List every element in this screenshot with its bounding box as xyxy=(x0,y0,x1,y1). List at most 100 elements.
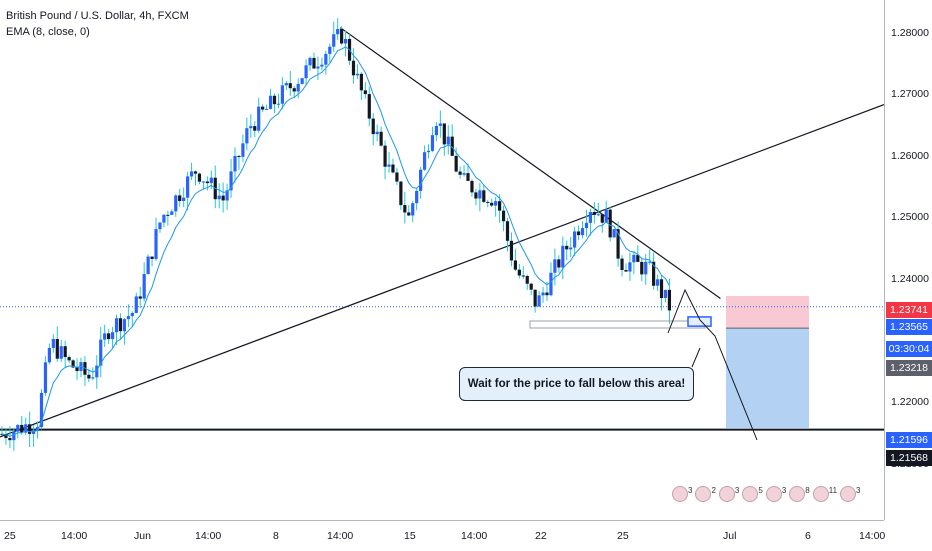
candle[interactable] xyxy=(47,343,51,365)
candle[interactable] xyxy=(395,167,399,185)
candle[interactable] xyxy=(233,147,237,183)
candle[interactable] xyxy=(174,194,178,217)
candle[interactable] xyxy=(276,93,281,109)
candle[interactable] xyxy=(186,171,190,211)
candle[interactable] xyxy=(442,123,446,156)
candle[interactable] xyxy=(16,423,20,439)
candle[interactable] xyxy=(107,328,111,344)
candle[interactable] xyxy=(8,426,12,449)
candle[interactable] xyxy=(529,282,533,296)
candle[interactable] xyxy=(458,166,462,179)
candle[interactable] xyxy=(91,367,95,381)
candle[interactable] xyxy=(537,291,541,307)
candle[interactable] xyxy=(600,214,604,233)
event-flag[interactable]: 2 xyxy=(695,486,716,502)
candle[interactable] xyxy=(249,114,253,138)
candle[interactable] xyxy=(596,202,600,217)
candle[interactable] xyxy=(565,240,569,261)
candle[interactable] xyxy=(375,124,379,142)
candle[interactable] xyxy=(411,201,415,223)
candle[interactable] xyxy=(509,232,514,267)
candle[interactable] xyxy=(221,182,225,213)
event-flag[interactable]: 3 xyxy=(718,486,739,502)
candle[interactable] xyxy=(533,289,537,313)
candle[interactable] xyxy=(126,304,130,328)
candle[interactable] xyxy=(292,85,296,99)
price-tag[interactable]: 1.21568 xyxy=(886,450,932,466)
candle[interactable] xyxy=(241,134,245,163)
candle[interactable] xyxy=(383,140,387,180)
candle[interactable] xyxy=(655,274,660,291)
candle[interactable] xyxy=(146,254,150,275)
candle[interactable] xyxy=(83,356,87,387)
candle[interactable] xyxy=(663,289,668,303)
candle[interactable] xyxy=(182,187,186,208)
candle[interactable] xyxy=(490,198,494,207)
candle[interactable] xyxy=(304,59,308,86)
candle[interactable] xyxy=(103,324,107,348)
candle[interactable] xyxy=(170,209,174,215)
candle[interactable] xyxy=(379,126,383,147)
candle[interactable] xyxy=(517,264,521,279)
candle[interactable] xyxy=(245,117,249,151)
candle[interactable] xyxy=(340,26,344,46)
candle[interactable] xyxy=(118,313,123,340)
candle[interactable] xyxy=(261,104,265,113)
candle[interactable] xyxy=(430,126,435,153)
candle[interactable] xyxy=(343,30,348,57)
candle[interactable] xyxy=(280,77,284,110)
event-flag[interactable]: 5 xyxy=(742,486,763,502)
candle[interactable] xyxy=(426,144,431,159)
candle[interactable] xyxy=(162,213,166,228)
candle[interactable] xyxy=(422,145,427,171)
candle[interactable] xyxy=(584,209,589,237)
candle[interactable] xyxy=(573,226,577,257)
candle[interactable] xyxy=(363,82,367,99)
trendline-ascending[interactable] xyxy=(0,104,884,438)
candle[interactable] xyxy=(355,64,360,80)
candle[interactable] xyxy=(316,56,320,81)
event-flag[interactable]: 3 xyxy=(672,486,692,502)
candle[interactable] xyxy=(55,326,59,362)
candle[interactable] xyxy=(549,262,553,297)
candle[interactable] xyxy=(659,275,664,311)
candle[interactable] xyxy=(150,256,154,267)
candle[interactable] xyxy=(667,278,672,324)
candle[interactable] xyxy=(636,245,640,263)
candle[interactable] xyxy=(624,263,628,272)
candle[interactable] xyxy=(189,162,194,181)
economic-events[interactable]: 3 2 3 5 3 8 11 3 xyxy=(672,486,863,502)
candle[interactable] xyxy=(470,179,474,197)
candle[interactable] xyxy=(284,80,288,90)
candle[interactable] xyxy=(454,147,458,173)
candle[interactable] xyxy=(257,97,261,133)
candle[interactable] xyxy=(450,124,454,157)
candle[interactable] xyxy=(4,428,8,445)
time-axis[interactable]: 25 14:00 Jun 14:00 8 14:00 15 14:00 22 25 Jul 6 14:0… xyxy=(0,520,885,551)
event-flag[interactable]: 11 xyxy=(812,486,837,502)
candle[interactable] xyxy=(213,165,217,209)
candle[interactable] xyxy=(387,152,391,173)
candle[interactable] xyxy=(628,252,632,281)
candle[interactable] xyxy=(328,43,332,63)
candle[interactable] xyxy=(79,357,83,377)
candle[interactable] xyxy=(134,292,138,314)
candle[interactable] xyxy=(652,252,656,290)
candle[interactable] xyxy=(67,355,71,364)
candle[interactable] xyxy=(438,110,442,138)
consolidation-range[interactable] xyxy=(529,320,706,329)
candle[interactable] xyxy=(482,185,486,204)
candle[interactable] xyxy=(28,411,32,448)
candle[interactable] xyxy=(403,191,407,224)
candle[interactable] xyxy=(474,188,478,206)
candle[interactable] xyxy=(272,93,277,114)
candle[interactable] xyxy=(612,228,616,238)
candle[interactable] xyxy=(541,286,545,303)
candle[interactable] xyxy=(264,104,269,110)
candle[interactable] xyxy=(561,236,565,280)
candle[interactable] xyxy=(419,166,423,199)
candle[interactable] xyxy=(592,202,596,224)
price-tag[interactable]: 1.23741 xyxy=(886,302,932,318)
candle[interactable] xyxy=(178,188,182,207)
event-flag[interactable]: 3 xyxy=(765,486,786,502)
